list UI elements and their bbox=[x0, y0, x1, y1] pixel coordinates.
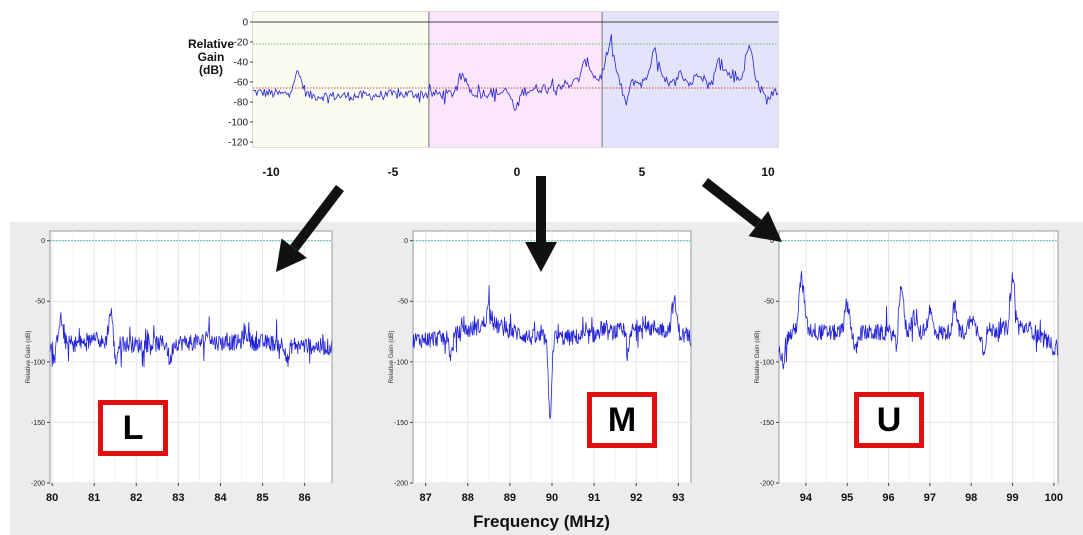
x-tick-label: 89 bbox=[504, 492, 516, 504]
label-box-L: L bbox=[98, 400, 168, 456]
y-tick-label: -50 bbox=[764, 299, 774, 306]
y-axis-title-U: Relative Gain (dB) bbox=[754, 330, 761, 383]
y-tick-label: 0 bbox=[41, 238, 45, 245]
chart-M: 0 -50 -100 -150 -200 87 88 89 90 91 92 93 Relative G… bbox=[388, 230, 692, 504]
x-tick-label: -5 bbox=[388, 165, 399, 179]
y-tick-label: -20 bbox=[234, 38, 249, 49]
y-tick-label: 0 bbox=[242, 18, 248, 29]
y-tick-label: -150 bbox=[760, 420, 774, 427]
trace-M bbox=[412, 285, 692, 419]
plot-area-L bbox=[49, 230, 333, 484]
y-axis-title-L: Relative Gain (dB) bbox=[25, 330, 32, 383]
x-axis-title: Frequency (MHz) bbox=[473, 512, 610, 531]
x-tick-label: 81 bbox=[88, 492, 100, 504]
x-tick-label: 84 bbox=[214, 492, 227, 504]
y-tick-label: -200 bbox=[394, 480, 408, 487]
y-tick-label: -40 bbox=[234, 58, 249, 69]
x-tick-label: 95 bbox=[841, 492, 853, 504]
y-tick-label: -150 bbox=[394, 420, 408, 427]
y-tick-label: -50 bbox=[35, 299, 45, 306]
y-tick-label: -100 bbox=[394, 359, 408, 366]
y-tick-label: -200 bbox=[31, 480, 45, 487]
arrow-to-U-head bbox=[748, 210, 782, 242]
x-tick-label: 5 bbox=[639, 165, 646, 179]
x-tick-label: 100 bbox=[1045, 492, 1063, 504]
label-text-M: M bbox=[607, 400, 637, 439]
x-tick-label: 96 bbox=[882, 492, 894, 504]
band-L bbox=[253, 12, 429, 147]
trace-L bbox=[49, 308, 333, 368]
chart-overview: 0 -20 -40 -60 -80 -100 -120 -10 -5 0 5 10 bbox=[228, 11, 779, 179]
x-tick-label: 88 bbox=[462, 492, 474, 504]
trace-overview bbox=[252, 34, 779, 112]
x-tick-label: 80 bbox=[46, 492, 58, 504]
trace-U bbox=[778, 271, 1059, 370]
arrow-to-L-shaft bbox=[290, 184, 344, 252]
x-tick-label: 87 bbox=[420, 492, 432, 504]
x-tick-label: 94 bbox=[800, 492, 813, 504]
x-tick-label: -10 bbox=[262, 165, 280, 179]
y-tick-label: -60 bbox=[234, 78, 249, 89]
arrow-to-L-head bbox=[276, 238, 307, 272]
chart-U: 0 -50 -100 -150 -200 94 95 96 97 98 99 100 Relative … bbox=[754, 230, 1063, 504]
x-tick-label: 91 bbox=[588, 492, 600, 504]
overview-y-title-line2: (dB) bbox=[199, 63, 223, 77]
y-axis-title-M: Relative Gain (dB) bbox=[388, 330, 395, 383]
x-tick-label: 93 bbox=[672, 492, 684, 504]
x-tick-label: 92 bbox=[630, 492, 642, 504]
y-tick-label: 0 bbox=[770, 238, 774, 245]
x-tick-label: 99 bbox=[1006, 492, 1018, 504]
x-tick-label: 82 bbox=[130, 492, 142, 504]
x-tick-label: 86 bbox=[299, 492, 311, 504]
band-U bbox=[602, 12, 778, 147]
overview-y-axis-title: Relative Gain (dB) bbox=[186, 38, 236, 77]
x-tick-label: 83 bbox=[172, 492, 184, 504]
y-tick-label: -100 bbox=[228, 118, 248, 129]
x-tick-label: 10 bbox=[761, 165, 775, 179]
x-tick-label: 0 bbox=[514, 165, 521, 179]
y-tick-label: -50 bbox=[398, 299, 408, 306]
label-text-U: U bbox=[876, 400, 902, 439]
y-tick-label: -200 bbox=[760, 480, 774, 487]
x-tick-label: 85 bbox=[256, 492, 268, 504]
label-text-L: L bbox=[122, 408, 144, 447]
arrow-to-U-shaft bbox=[701, 178, 762, 228]
y-tick-label: -150 bbox=[31, 420, 45, 427]
x-tick-label: 90 bbox=[546, 492, 558, 504]
label-box-U: U bbox=[854, 392, 924, 448]
band-M bbox=[428, 12, 603, 147]
y-tick-label: -100 bbox=[31, 359, 45, 366]
x-tick-label: 97 bbox=[924, 492, 936, 504]
arrow-to-M-head bbox=[525, 242, 557, 272]
y-tick-label: -120 bbox=[228, 138, 248, 149]
y-tick-label: -80 bbox=[234, 98, 249, 109]
overview-y-title-line1: Relative Gain bbox=[187, 37, 235, 64]
y-tick-label: -100 bbox=[760, 359, 774, 366]
label-box-M: M bbox=[587, 392, 657, 448]
y-tick-label: 0 bbox=[404, 238, 408, 245]
x-tick-label: 98 bbox=[965, 492, 977, 504]
